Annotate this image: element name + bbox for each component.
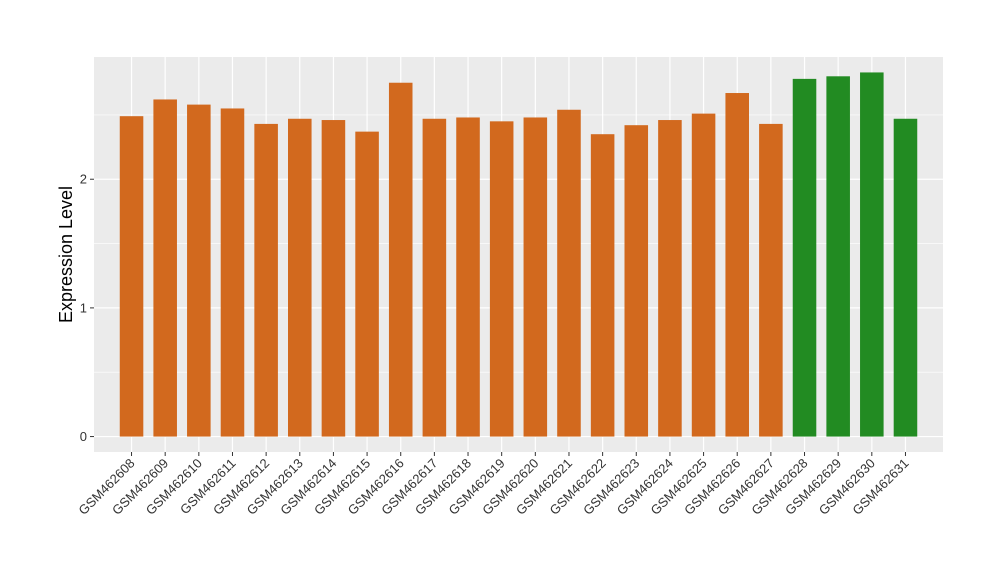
y-tick-label: 2 (80, 172, 87, 187)
bar-GSM462612 (254, 123, 278, 437)
y-axis: 0 1 2 (80, 172, 94, 444)
bar-GSM462614 (321, 120, 346, 437)
bar-GSM462608 (119, 116, 144, 437)
y-axis-title: Expression Level (56, 186, 76, 323)
bar-GSM462631 (893, 118, 918, 437)
bar-GSM462630 (860, 72, 884, 437)
bar-GSM462627 (759, 123, 783, 437)
x-axis: GSM462608GSM462609GSM462610GSM462611GSM4… (75, 452, 912, 518)
bar-GSM462628 (792, 78, 817, 437)
bar-GSM462619 (489, 121, 514, 437)
bar-GSM462623 (624, 125, 649, 437)
bar-GSM462616 (388, 82, 413, 437)
bar-GSM462629 (826, 76, 850, 437)
bar-GSM462620 (523, 117, 548, 437)
bar-GSM462610 (187, 104, 211, 437)
bar-GSM462618 (456, 117, 480, 437)
bar-GSM462624 (658, 120, 682, 437)
bar-GSM462626 (725, 93, 749, 437)
bar-GSM462625 (691, 113, 716, 437)
bar-GSM462622 (590, 134, 615, 437)
bar-GSM462615 (355, 131, 379, 437)
bars (119, 72, 918, 437)
bar-GSM462617 (422, 118, 447, 437)
bar-GSM462613 (288, 118, 312, 437)
y-tick-label: 1 (80, 300, 87, 315)
bar-GSM462609 (153, 99, 177, 437)
y-tick-label: 0 (80, 429, 87, 444)
bar-GSM462611 (220, 108, 245, 437)
bar-GSM462621 (557, 109, 581, 437)
